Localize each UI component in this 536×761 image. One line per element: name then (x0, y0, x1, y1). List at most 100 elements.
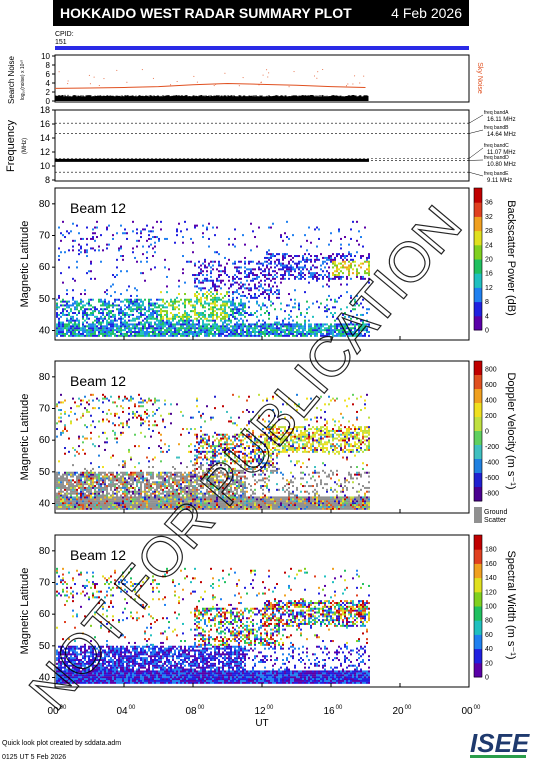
power-cell (126, 237, 128, 240)
power-cell (112, 323, 114, 326)
power-cell (144, 331, 146, 334)
power-cell (240, 304, 242, 307)
power-cell (306, 308, 308, 311)
velocity-cell (88, 504, 90, 507)
velocity-cell (142, 422, 144, 425)
power-cell (218, 308, 220, 311)
power-cell (98, 317, 100, 320)
power-cell (200, 268, 202, 271)
power-cell (210, 327, 212, 330)
velocity-cell (138, 479, 140, 482)
power-cell (200, 331, 202, 334)
power-cell (230, 283, 232, 286)
velocity-cell (210, 450, 212, 453)
power-cell (314, 255, 316, 258)
power-cell (132, 230, 134, 233)
velocity-cell (172, 502, 174, 505)
power-cell (250, 279, 252, 282)
velocity-cell (156, 490, 158, 493)
velocity-cell (70, 481, 72, 484)
power-cell (252, 329, 254, 332)
velocity-cell (174, 498, 176, 501)
power-cell (206, 302, 208, 305)
power-cell (106, 321, 108, 324)
power-cell (106, 334, 108, 337)
power-cell (112, 332, 114, 335)
power-cell (206, 327, 208, 330)
velocity-cell (114, 500, 116, 503)
power-cell (308, 226, 310, 229)
power-cell (220, 329, 222, 332)
velocity-cell (102, 401, 104, 404)
power-cell (154, 302, 156, 305)
velocity-cell (116, 496, 118, 499)
velocity-cell (180, 486, 182, 489)
power-cell (154, 331, 156, 334)
power-cell (194, 308, 196, 311)
velocity-cell (102, 483, 104, 486)
velocity-cell (104, 502, 106, 505)
power-cell (244, 312, 246, 315)
velocity-cell (202, 439, 204, 442)
power-cell (216, 329, 218, 332)
velocity-cell (56, 477, 58, 480)
velocity-cell (174, 479, 176, 482)
power-cell (216, 296, 218, 299)
power-cell (122, 321, 124, 324)
power-cell (120, 306, 122, 309)
velocity-cell (106, 437, 108, 440)
power-cell (72, 323, 74, 326)
velocity-cell (94, 498, 96, 501)
velocity-cell (90, 483, 92, 486)
power-cell (164, 310, 166, 313)
power-cell (270, 329, 272, 332)
velocity-cell (124, 466, 126, 469)
power-cell (68, 325, 70, 328)
power-cell (174, 327, 176, 330)
power-cell (344, 329, 346, 332)
power-cell (322, 270, 324, 273)
velocity-cell (188, 505, 190, 508)
power-cell (168, 319, 170, 322)
velocity-cell (82, 471, 84, 474)
power-cell (320, 329, 322, 332)
power-cell (196, 291, 198, 294)
velocity-cell (78, 483, 80, 486)
velocity-cell (128, 473, 130, 476)
velocity-cell (138, 462, 140, 465)
velocity-cell (68, 504, 70, 507)
power-cell (166, 332, 168, 335)
velocity-cell (212, 443, 214, 446)
power-cell (64, 325, 66, 328)
power-cell (338, 277, 340, 280)
velocity-cell (114, 485, 116, 488)
power-cell (60, 251, 62, 254)
power-cell (210, 279, 212, 282)
velocity-cell (100, 477, 102, 480)
power-cell (198, 331, 200, 334)
power-cell (88, 270, 90, 273)
velocity-cell (160, 483, 162, 486)
power-cell (134, 300, 136, 303)
power-cell (342, 272, 344, 275)
power-cell (210, 308, 212, 311)
velocity-cell (64, 412, 66, 415)
velocity-cell (112, 473, 114, 476)
velocity-cell (152, 424, 154, 427)
velocity-cell (92, 500, 94, 503)
power-cell (356, 274, 358, 277)
power-cell (132, 317, 134, 320)
velocity-cell (178, 496, 180, 499)
velocity-cell (190, 488, 192, 491)
velocity-cell (204, 504, 206, 507)
power-cell (128, 323, 130, 326)
power-cell (352, 334, 354, 337)
velocity-cell (190, 496, 192, 499)
power-cell (282, 334, 284, 337)
power-cell (288, 323, 290, 326)
velocity-cell (154, 397, 156, 400)
velocity-cell (68, 486, 70, 489)
velocity-cell (160, 496, 162, 499)
velocity-cell (200, 462, 202, 465)
velocity-cell (172, 505, 174, 508)
